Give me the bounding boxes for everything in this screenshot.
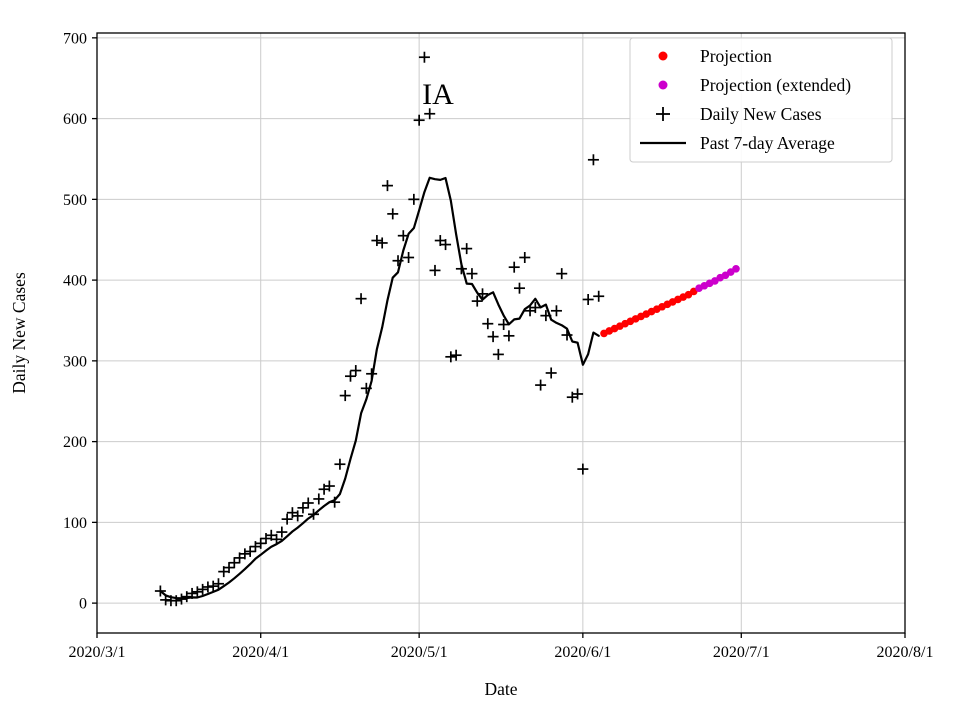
plot-border (96, 32, 906, 634)
legend-label: Projection (extended) (700, 75, 851, 95)
legend: Projection Projection (extended) Daily New… (629, 37, 893, 163)
x-tick-label: 2020/3/1 (69, 644, 126, 661)
x-tick-label: 2020/5/1 (391, 644, 448, 661)
y-tick-label: 600 (63, 111, 87, 128)
y-tick-label: 500 (63, 192, 87, 209)
legend-label: Past 7-day Average (700, 133, 835, 153)
axes: 2020/3/1 2020/4/1 2020/5/1 2020/6/1 2020/7/1… (63, 30, 933, 661)
chart-title: IA (422, 78, 454, 111)
y-tick-label: 700 (63, 30, 87, 47)
x-axis-label: Date (484, 679, 517, 699)
legend-item: Projection (658, 46, 772, 66)
legend-item: Past 7-day Average (640, 133, 835, 153)
legend-dot-sample (658, 80, 668, 90)
y-tick-label: 0 (79, 596, 87, 613)
legend-dot-sample (658, 51, 668, 61)
x-tick-label: 2020/8/1 (877, 644, 934, 661)
legend-item: Projection (extended) (658, 75, 851, 95)
y-tick-label: 200 (63, 434, 87, 451)
series-projection (600, 287, 698, 338)
x-tick-label: 2020/7/1 (713, 644, 770, 661)
y-tick-label: 300 (63, 353, 87, 370)
y-tick-label: 400 (63, 273, 87, 290)
series-past-7-day-average (159, 176, 600, 600)
average-line (159, 176, 600, 600)
x-tick-label: 2020/4/1 (232, 644, 289, 661)
y-axis-label: Daily New Cases (9, 272, 29, 394)
series-projection-extended- (695, 265, 740, 292)
series-layer (154, 51, 740, 607)
legend-label: Projection (700, 46, 772, 66)
legend-item: Daily New Cases (656, 104, 822, 124)
projection-point (732, 265, 740, 273)
x-tick-label: 2020/6/1 (554, 644, 611, 661)
legend-label: Daily New Cases (700, 104, 822, 124)
legend-box (629, 37, 893, 163)
series-daily-new-cases (154, 51, 605, 607)
y-tick-label: 100 (63, 515, 87, 532)
